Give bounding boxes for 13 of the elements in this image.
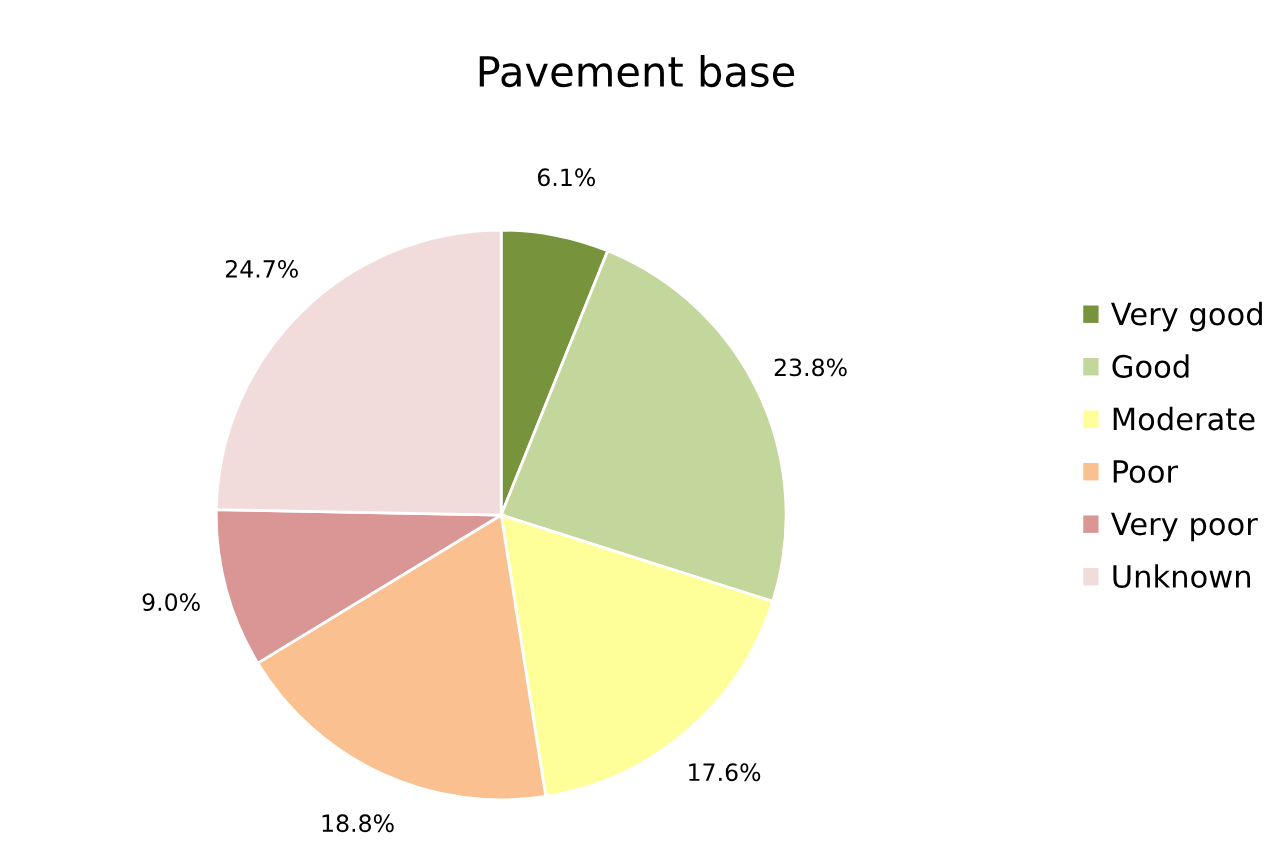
- legend-label: Very good: [1111, 301, 1262, 332]
- legend-label: Unknown: [1113, 564, 1251, 588]
- legend-label: Very poor: [1111, 512, 1258, 542]
- data-label: 23.8%: [774, 358, 847, 377]
- data-label: 24.7%: [225, 259, 298, 278]
- data-label: 6.1%: [537, 168, 595, 187]
- data-label: 17.6%: [689, 763, 761, 782]
- legend-label: Good: [1112, 354, 1189, 378]
- chart-title: Pavement base: [479, 54, 795, 88]
- legend-label: Poor: [1113, 460, 1179, 483]
- legend-label: Moderate: [1113, 406, 1255, 431]
- data-label: 18.8%: [322, 814, 394, 833]
- data-label: 9.0%: [142, 593, 200, 612]
